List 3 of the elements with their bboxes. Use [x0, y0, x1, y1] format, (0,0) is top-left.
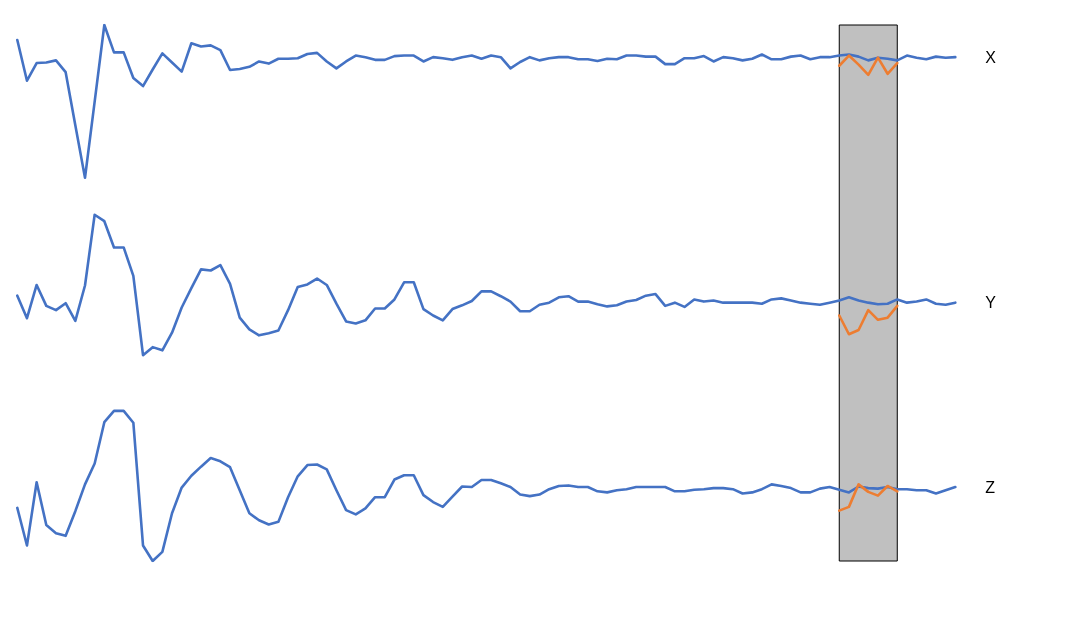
series-label: Y	[985, 294, 997, 312]
series-label: X	[985, 48, 997, 66]
series-label: Z	[985, 478, 996, 496]
